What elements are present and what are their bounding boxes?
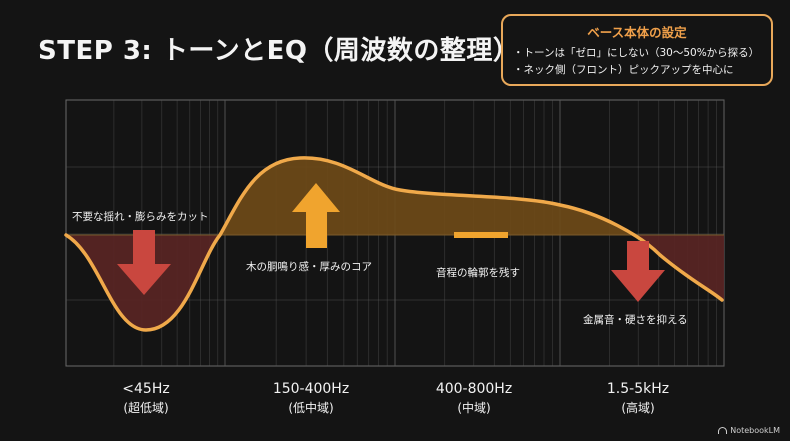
page-title: STEP 3: トーンとEQ（周波数の整理）	[38, 36, 520, 66]
cut-arrow-high-icon	[611, 241, 665, 302]
boost-arrow-up-icon	[292, 183, 340, 248]
annotation-cut-high: 金属音・硬さを抑える	[583, 313, 688, 326]
annotation-keep-mid: 音程の輪郭を残す	[436, 266, 520, 279]
band-range-1: 150-400Hz	[273, 381, 349, 397]
band-name-1: (低中域)	[288, 400, 333, 415]
band-range-3: 1.5-5kHz	[607, 381, 669, 397]
settings-heading: ベース本体の設定	[587, 25, 687, 40]
boost-region	[220, 157, 631, 235]
notebooklm-logo-icon	[718, 427, 728, 434]
cut-arrow-low-icon	[117, 230, 171, 295]
bass-settings-box: ベース本体の設定 ・トーンは「ゼロ」にしない（30〜50%から探る） ・ネック側…	[501, 14, 773, 86]
keep-flat-bar	[454, 232, 508, 238]
settings-item-pickup: ・ネック側（フロント）ピックアップを中心に	[513, 64, 734, 76]
band-name-3: (高域)	[621, 400, 654, 415]
band-range-2: 400-800Hz	[436, 381, 512, 397]
band-name-0: (超低域)	[123, 400, 168, 415]
footer-brand-label: NotebookLM	[730, 426, 780, 435]
settings-item-tone: ・トーンは「ゼロ」にしない（30〜50%から探る）	[513, 47, 760, 59]
band-name-2: (中域)	[457, 400, 490, 415]
annotation-boost-lowmid: 木の胴鳴り感・厚みのコア	[246, 260, 372, 273]
eq-curve	[64, 156, 724, 332]
annotation-cut-low: 不要な揺れ・膨らみをカット	[72, 210, 209, 223]
band-range-0: <45Hz	[122, 381, 169, 397]
footer-brand: NotebookLM	[718, 426, 780, 435]
